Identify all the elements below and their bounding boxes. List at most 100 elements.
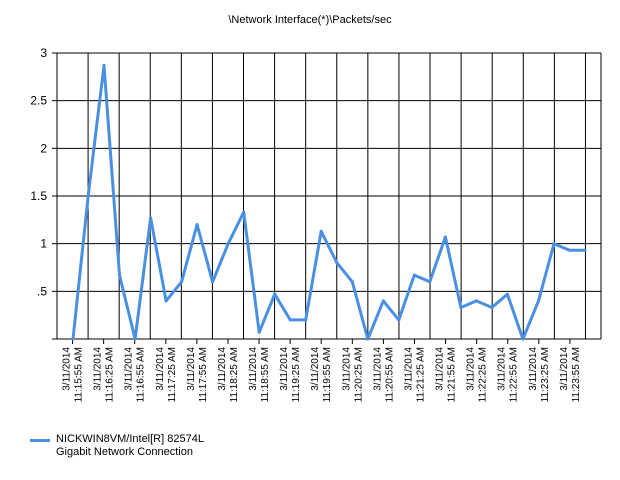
x-tick-label-line: 3/11/2014 xyxy=(403,347,414,391)
series-lines xyxy=(71,63,587,341)
x-tick-label-line: 3/11/2014 xyxy=(279,347,290,391)
data-point xyxy=(568,248,571,252)
data-point xyxy=(87,191,90,195)
x-tick-label: 3/11/2014 11:19:25 AM xyxy=(279,347,302,403)
x-tick-label: 3/11/2014 11:19:55 AM xyxy=(310,347,333,403)
x-tick-label-line: 3/11/2014 xyxy=(124,347,135,391)
x-tick-label-line: 11:23:55 AM xyxy=(571,347,582,402)
data-point xyxy=(242,210,246,214)
x-tick-label-line: 11:20:25 AM xyxy=(353,347,364,402)
data-point xyxy=(459,306,463,309)
x-tick-label-line: 3/11/2014 xyxy=(248,347,259,391)
grid xyxy=(57,52,601,339)
x-tick-label-line: 11:23:25 AM xyxy=(540,347,551,402)
x-tick-label: 3/11/2014 11:22:55 AM xyxy=(497,347,520,403)
data-point xyxy=(195,223,199,227)
x-tick-label-line: 3/11/2014 xyxy=(528,347,539,391)
legend-label: NICKWIN8VM/Intel[R] 82574L Gigabit Netwo… xyxy=(56,433,204,458)
data-point xyxy=(102,63,106,67)
x-tick-label-line: 11:20:55 AM xyxy=(384,347,395,402)
x-tick-label-line: 11:21:25 AM xyxy=(415,347,426,402)
x-tick-label-line: 3/11/2014 xyxy=(341,347,352,391)
x-tick-label: 3/11/2014 11:18:25 AM xyxy=(217,347,240,403)
y-tick-label: 2.5 xyxy=(30,94,47,108)
x-tick-label-line: 3/11/2014 xyxy=(217,347,228,391)
x-tick-label-line: 3/11/2014 xyxy=(93,347,104,391)
legend-swatch xyxy=(30,439,50,442)
x-tick-label: 3/11/2014 11:21:25 AM xyxy=(403,347,426,403)
data-point xyxy=(428,280,432,284)
x-tick-label-line: 3/11/2014 xyxy=(559,347,570,391)
data-point xyxy=(583,248,587,252)
data-point xyxy=(350,280,354,284)
x-tick-label: 3/11/2014 11:17:55 AM xyxy=(186,347,209,403)
data-point xyxy=(474,299,478,303)
data-point xyxy=(71,337,75,341)
x-tick-label-line: 11:18:55 AM xyxy=(260,347,271,402)
data-point xyxy=(537,299,540,303)
data-point xyxy=(366,337,370,341)
y-tick-label: 1.5 xyxy=(30,189,47,203)
series-line xyxy=(71,63,585,341)
x-tick-label-line: 11:19:55 AM xyxy=(322,347,333,402)
y-tick-label: 2 xyxy=(40,141,47,155)
data-point xyxy=(505,292,509,296)
data-point xyxy=(521,337,525,341)
y-tick-label: 3 xyxy=(40,46,47,60)
x-tick-label-line: 11:17:55 AM xyxy=(198,347,209,402)
x-tick-label-line: 3/11/2014 xyxy=(466,347,477,391)
x-tick-label: 3/11/2014 11:16:55 AM xyxy=(124,347,147,403)
x-tick-label: 3/11/2014 11:23:25 AM xyxy=(528,347,551,403)
data-point xyxy=(490,306,494,309)
x-tick-label: 3/11/2014 11:20:25 AM xyxy=(341,347,364,403)
y-tick-label: .5 xyxy=(37,284,47,298)
x-tick-label: 3/11/2014 11:21:55 AM xyxy=(435,347,458,403)
legend: NICKWIN8VM/Intel[R] 82574L Gigabit Netwo… xyxy=(30,433,204,459)
x-tick-label: 3/11/2014 11:17:25 AM xyxy=(155,347,178,403)
data-point xyxy=(381,299,385,303)
data-point xyxy=(273,292,277,296)
x-tick-label-line: 3/11/2014 xyxy=(186,347,197,391)
data-point xyxy=(133,337,137,341)
data-point xyxy=(335,261,339,265)
data-point xyxy=(412,273,416,277)
y-tick-label: 1 xyxy=(40,237,47,251)
x-tick-label: 3/11/2014 11:20:55 AM xyxy=(372,347,395,403)
x-axis-ticks: 3/11/2014 11:15:55 AM 3/11/2014 11:16:25 AM… xyxy=(62,339,582,402)
x-tick-label-line: 3/11/2014 xyxy=(310,347,321,391)
x-tick-label-line: 11:16:55 AM xyxy=(136,347,147,402)
data-point xyxy=(226,242,230,246)
x-tick-label-line: 11:22:55 AM xyxy=(509,347,520,402)
x-tick-label-line: 3/11/2014 xyxy=(435,347,446,391)
y-axis-ticks: .5 1 1.5 2 2.5 3 xyxy=(30,46,57,340)
x-tick-label-line: 11:22:25 AM xyxy=(478,347,489,402)
x-tick-label-line: 3/11/2014 xyxy=(62,347,73,391)
data-point xyxy=(304,318,308,322)
data-point xyxy=(397,318,401,322)
x-tick-label-line: 3/11/2014 xyxy=(497,347,508,391)
x-tick-label: 3/11/2014 11:23:55 AM xyxy=(559,347,582,403)
x-tick-label-line: 3/11/2014 xyxy=(372,347,383,391)
x-tick-label: 3/11/2014 11:15:55 AM xyxy=(62,347,85,403)
x-tick-label: 3/11/2014 11:16:25 AM xyxy=(93,347,116,403)
data-point xyxy=(149,216,153,220)
x-tick-label-line: 11:16:25 AM xyxy=(105,347,116,402)
chart-title: \Network Interface(*)\Packets/sec xyxy=(228,14,392,26)
data-point xyxy=(319,229,323,233)
data-point xyxy=(164,299,168,303)
data-point xyxy=(288,318,292,322)
data-point xyxy=(180,280,184,284)
x-tick-label-line: 11:17:25 AM xyxy=(167,347,178,402)
x-tick-label-line: 11:18:25 AM xyxy=(229,347,240,402)
x-tick-label-line: 3/11/2014 xyxy=(155,347,166,391)
data-point xyxy=(118,273,121,277)
x-tick-label: 3/11/2014 11:18:55 AM xyxy=(248,347,271,403)
x-tick-label-line: 11:19:25 AM xyxy=(291,347,302,402)
x-tick-label-line: 11:15:55 AM xyxy=(74,347,85,402)
data-point xyxy=(552,242,556,246)
data-point xyxy=(257,330,261,334)
data-point xyxy=(211,280,215,284)
x-tick-label: 3/11/2014 11:22:25 AM xyxy=(466,347,489,403)
